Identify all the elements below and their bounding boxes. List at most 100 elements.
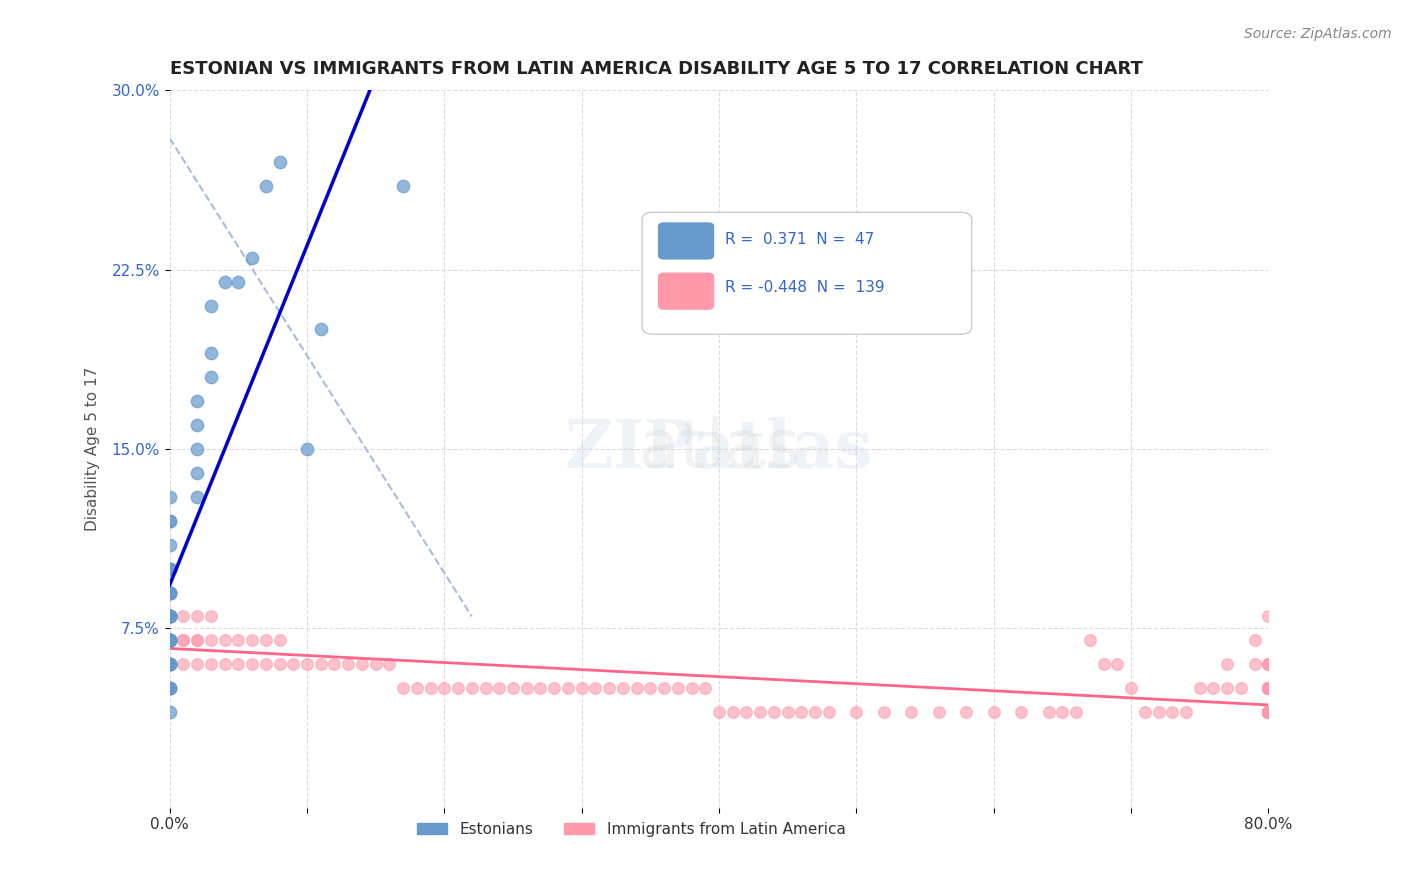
Point [1257, 705, 1279, 719]
Point [900, 705, 922, 719]
Point [226, 657, 249, 672]
Text: R =  0.371  N =  47: R = 0.371 N = 47 [724, 232, 873, 247]
Point [295, 657, 318, 672]
Point [1257, 705, 1279, 719]
Point [337, 657, 360, 672]
Point [681, 681, 703, 695]
Point [1133, 705, 1156, 719]
Point [200, 657, 222, 672]
Text: R = -0.448  N =  139: R = -0.448 N = 139 [724, 280, 884, 295]
Point [749, 705, 772, 719]
Point [186, 633, 208, 648]
Point [364, 657, 387, 672]
Point [735, 705, 758, 719]
Point [159, 633, 181, 648]
Point [186, 609, 208, 624]
Point [159, 585, 181, 599]
Point [159, 681, 181, 695]
Point [1038, 705, 1060, 719]
Point [186, 657, 208, 672]
Point [200, 299, 222, 313]
Point [159, 514, 181, 528]
Point [1257, 705, 1279, 719]
Point [583, 681, 606, 695]
Point [159, 609, 181, 624]
Point [1257, 705, 1279, 719]
Point [983, 705, 1005, 719]
Point [1257, 705, 1279, 719]
Point [392, 681, 415, 695]
Point [159, 609, 181, 624]
Point [269, 155, 291, 169]
Point [447, 681, 470, 695]
Point [269, 633, 291, 648]
Point [1161, 705, 1184, 719]
Point [762, 705, 785, 719]
Point [928, 705, 950, 719]
Point [790, 705, 813, 719]
Point [309, 657, 332, 672]
Point [159, 561, 181, 575]
Point [1257, 705, 1279, 719]
Point [159, 681, 181, 695]
Point [159, 609, 181, 624]
Point [1257, 705, 1279, 719]
Point [254, 657, 277, 672]
Point [159, 633, 181, 648]
Point [159, 657, 181, 672]
Point [461, 681, 484, 695]
Point [159, 609, 181, 624]
Text: ESTONIAN VS IMMIGRANTS FROM LATIN AMERICA DISABILITY AGE 5 TO 17 CORRELATION CHA: ESTONIAN VS IMMIGRANTS FROM LATIN AMERIC… [170, 60, 1143, 78]
Point [502, 681, 524, 695]
Point [254, 633, 277, 648]
Point [433, 681, 456, 695]
Point [172, 633, 194, 648]
Point [1175, 705, 1198, 719]
Text: ZIPatlas: ZIPatlas [565, 417, 873, 482]
Point [323, 657, 346, 672]
Point [159, 585, 181, 599]
Point [571, 681, 593, 695]
Point [214, 657, 236, 672]
Point [1257, 705, 1279, 719]
Point [1230, 681, 1253, 695]
Point [159, 681, 181, 695]
Point [529, 681, 551, 695]
Point [159, 633, 181, 648]
Point [186, 394, 208, 409]
Point [1216, 657, 1239, 672]
Point [804, 705, 827, 719]
Point [405, 681, 427, 695]
Point [818, 705, 841, 719]
Point [159, 585, 181, 599]
Point [159, 657, 181, 672]
Point [159, 609, 181, 624]
Point [1092, 657, 1115, 672]
Point [707, 705, 730, 719]
FancyBboxPatch shape [658, 223, 713, 259]
Point [159, 609, 181, 624]
Point [159, 585, 181, 599]
Point [1064, 705, 1087, 719]
Point [159, 561, 181, 575]
Point [598, 681, 620, 695]
Point [214, 633, 236, 648]
Point [159, 609, 181, 624]
Point [419, 681, 441, 695]
Point [159, 609, 181, 624]
Point [159, 633, 181, 648]
Point [159, 657, 181, 672]
Point [721, 705, 744, 719]
Point [350, 657, 373, 672]
Point [159, 681, 181, 695]
Point [159, 633, 181, 648]
Point [159, 561, 181, 575]
Point [612, 681, 634, 695]
Point [159, 585, 181, 599]
Point [172, 609, 194, 624]
Point [1257, 657, 1279, 672]
Point [200, 346, 222, 360]
Point [283, 657, 305, 672]
Point [200, 633, 222, 648]
Text: atlas: atlas [638, 416, 800, 482]
